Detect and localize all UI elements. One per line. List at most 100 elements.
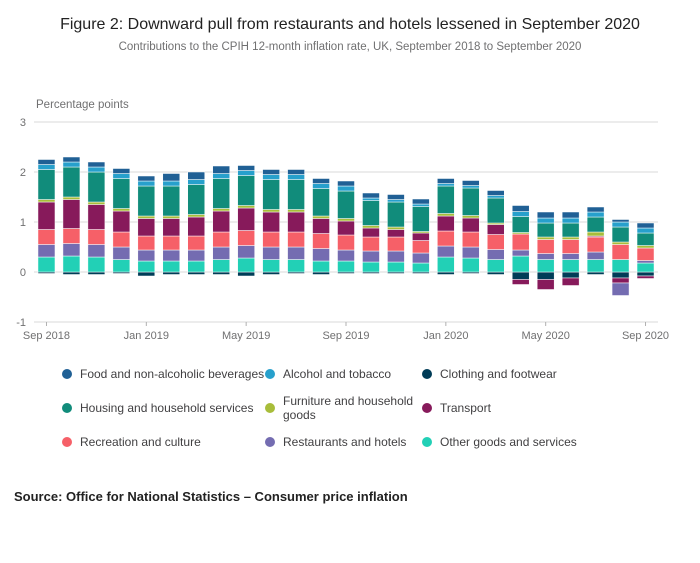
bar-segment xyxy=(287,258,305,272)
bar-segment xyxy=(337,190,355,219)
bar-segment xyxy=(337,249,355,261)
bar-segment xyxy=(312,177,330,184)
bar-segment xyxy=(287,178,305,210)
bar-segment xyxy=(62,227,81,244)
legend-swatch-icon xyxy=(422,436,432,447)
bar-segment xyxy=(237,164,255,171)
bar-segment xyxy=(262,271,280,275)
bar-segment xyxy=(487,248,505,260)
x-tick-label: Sep 2018 xyxy=(23,330,70,342)
x-tick-label: May 2019 xyxy=(222,330,270,342)
bar-segment xyxy=(487,189,505,196)
bar-segment xyxy=(636,271,655,276)
bar-segment xyxy=(237,174,255,206)
bar-segment xyxy=(611,258,630,272)
bar-segment xyxy=(561,271,580,278)
bar-segment xyxy=(287,231,305,247)
legend-label: Restaurants and hotels xyxy=(283,434,407,449)
bar-segment xyxy=(337,234,355,250)
bar-segment xyxy=(37,168,56,200)
bar-segment xyxy=(536,252,555,260)
bar-segment xyxy=(511,210,530,217)
bar-segment xyxy=(212,207,230,211)
bar-segment xyxy=(187,271,205,275)
bar-segment xyxy=(611,226,630,242)
bar-segment xyxy=(412,205,430,232)
bar-segment xyxy=(462,257,480,272)
bar-segment xyxy=(312,232,330,249)
bar-segment xyxy=(462,179,480,186)
bar-segment xyxy=(487,197,505,223)
bar-segment xyxy=(462,184,480,188)
bar-segment xyxy=(187,249,205,261)
bar-segment xyxy=(511,204,530,212)
bar-segment xyxy=(137,180,156,186)
bar-segment xyxy=(636,247,655,261)
bar-segment xyxy=(611,221,630,227)
bar-segment xyxy=(187,216,205,236)
bar-segment xyxy=(536,238,555,254)
bar-segment xyxy=(636,232,655,246)
legend: Food and non-alcoholic beverages Alcohol … xyxy=(62,367,642,449)
bar-segment xyxy=(287,211,305,232)
bar-segment xyxy=(611,271,630,278)
bar-segment xyxy=(237,204,255,208)
bar-segment xyxy=(412,203,430,207)
x-tick-label: Jan 2020 xyxy=(423,330,468,342)
legend-swatch-icon xyxy=(265,402,275,413)
legend-item: Food and non-alcoholic beverages xyxy=(62,367,265,381)
bar-segment xyxy=(462,231,480,247)
bar-segment xyxy=(237,244,255,258)
bar-segment xyxy=(87,228,106,245)
y-tick-label: 2 xyxy=(20,167,26,179)
bar-segment xyxy=(387,226,405,230)
bar-segment xyxy=(611,218,630,222)
bar-segment xyxy=(586,211,605,217)
bar-segment xyxy=(561,252,580,260)
bar-segment xyxy=(112,210,131,232)
bar-segment xyxy=(87,243,106,257)
x-tick-label: May 2020 xyxy=(522,330,570,342)
bar-segment xyxy=(636,227,655,233)
legend-swatch-icon xyxy=(62,436,72,447)
bar-segment xyxy=(87,256,106,272)
bar-segment xyxy=(312,271,330,275)
legend-swatch-icon xyxy=(265,368,275,379)
figure-title: Figure 2: Downward pull from restaurants… xyxy=(60,16,640,33)
legend-swatch-icon xyxy=(422,368,432,379)
legend-item: Clothing and footwear xyxy=(422,367,642,381)
bar-segment xyxy=(62,242,81,256)
bar-segment xyxy=(312,260,330,272)
bar-segment xyxy=(487,258,505,272)
bar-segment xyxy=(37,198,56,202)
bar-segment xyxy=(287,173,305,180)
bar-segment xyxy=(536,236,555,240)
legend-item: Furniture and household goods xyxy=(265,394,422,422)
bar-segment xyxy=(412,262,430,272)
bar-segment xyxy=(137,215,156,219)
bar-segment xyxy=(137,185,156,216)
bar-segment xyxy=(262,246,280,260)
bar-segment xyxy=(312,247,330,261)
legend-item: Other goods and services xyxy=(422,435,642,449)
legend-item: Restaurants and hotels xyxy=(265,435,422,449)
bar-segment xyxy=(187,213,205,217)
bar-segment xyxy=(212,210,230,232)
bar-segment xyxy=(561,258,580,272)
bar-segment xyxy=(187,183,205,215)
legend-label: Transport xyxy=(440,400,491,415)
bar-segment xyxy=(611,243,630,260)
bar-segment xyxy=(87,203,106,230)
bar-segment xyxy=(611,277,630,283)
bar-segment xyxy=(487,271,505,275)
bar-segment xyxy=(112,258,131,272)
bar-segment xyxy=(62,255,81,272)
bar-segment xyxy=(112,207,131,211)
legend-item: Recreation and culture xyxy=(62,435,265,449)
bar-segment xyxy=(137,260,156,272)
bar-segment xyxy=(561,236,580,240)
bar-segment xyxy=(212,246,230,260)
legend-item: Housing and household services xyxy=(62,394,265,422)
legend-item: Transport xyxy=(422,394,642,422)
bar-segment xyxy=(387,250,405,262)
